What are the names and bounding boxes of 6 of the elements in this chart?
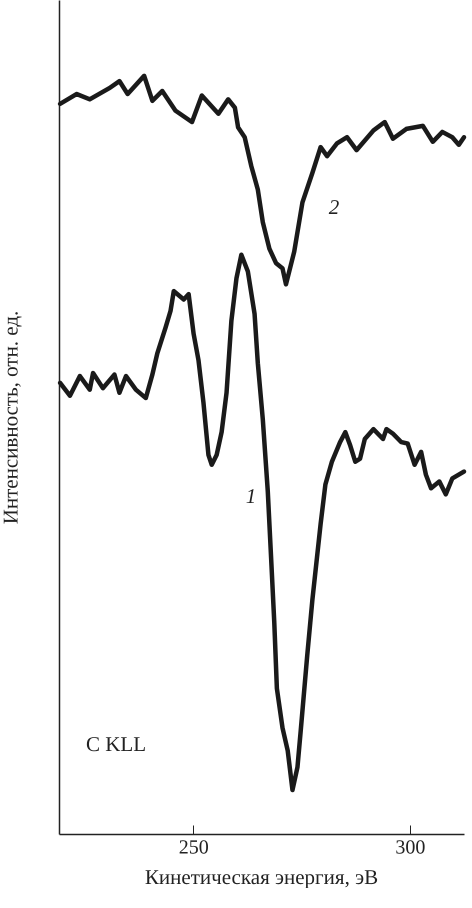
y-axis-title: Интенсивность, отн. ед. [0, 310, 22, 524]
x-tick-label: 250 [178, 836, 209, 858]
annotation: 2 [328, 195, 340, 219]
x-tick-label: 300 [395, 836, 426, 858]
annotation: 1 [246, 484, 256, 508]
annotation: C KLL [86, 732, 146, 756]
